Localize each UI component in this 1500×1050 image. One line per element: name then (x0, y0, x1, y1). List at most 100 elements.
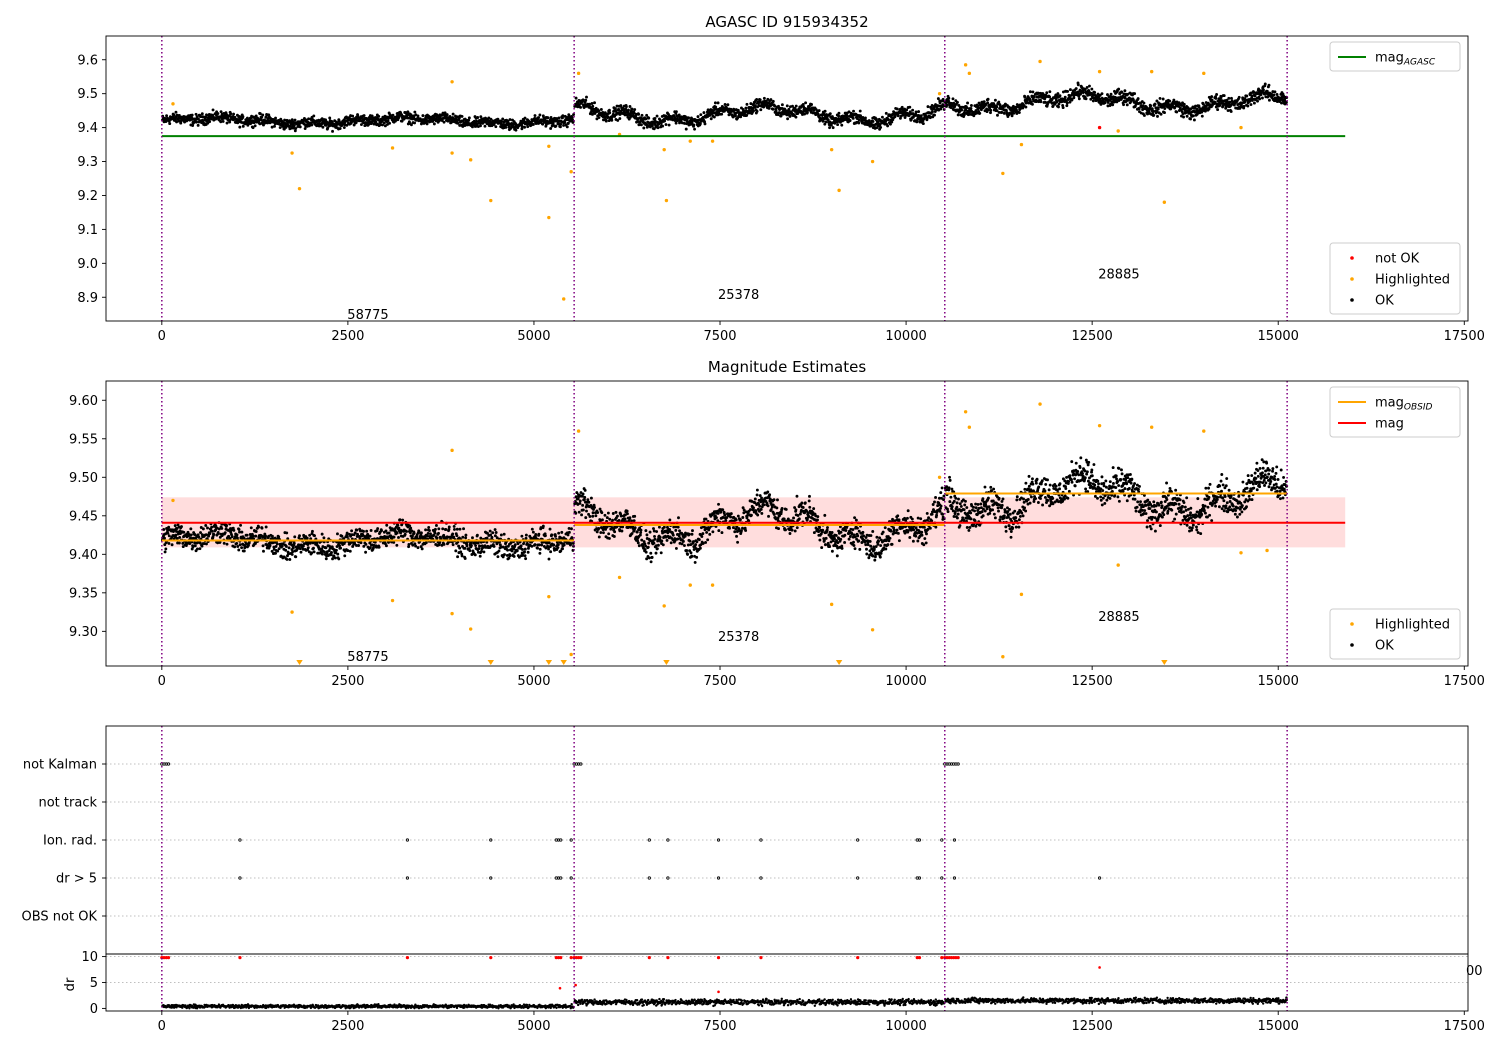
ok-point (503, 553, 506, 556)
ok-point (706, 108, 710, 112)
ok-point (444, 528, 448, 531)
ok-point (264, 534, 268, 538)
legend: magAGASC (1329, 41, 1461, 72)
ok-point (1117, 87, 1121, 91)
ok-point (403, 532, 407, 536)
ok-point (646, 545, 650, 549)
ok-point (368, 534, 372, 538)
ok-point (1065, 104, 1069, 108)
ok-point (653, 116, 657, 120)
ok-point (693, 127, 697, 131)
ok-point (524, 557, 528, 561)
panel-title: Magnitude Estimates (708, 358, 866, 376)
ok-point (270, 125, 274, 129)
ok-point (1185, 114, 1189, 118)
ok-point (921, 122, 925, 126)
ok-point (612, 535, 616, 538)
ok-point (543, 534, 547, 538)
ok-point (382, 121, 386, 125)
ok-point (632, 111, 636, 115)
ok-point (251, 126, 255, 130)
ok-point (526, 550, 530, 554)
y-tick-label: 8.9 (77, 291, 98, 306)
ok-point (1216, 108, 1220, 112)
ok-point (845, 116, 849, 120)
obsid-label: 28885 (1098, 268, 1139, 283)
ok-point (591, 104, 595, 108)
ok-point (395, 531, 399, 535)
ok-point (708, 532, 712, 536)
ok-point (562, 123, 566, 127)
highlighted-point (297, 186, 302, 191)
ok-point (655, 114, 659, 118)
ok-point (1000, 110, 1004, 114)
ok-point (822, 113, 826, 117)
ok-point (409, 526, 413, 530)
ok-point (239, 523, 243, 527)
ok-point (617, 518, 621, 522)
not-ok-point (1097, 125, 1102, 130)
ok-point (637, 544, 641, 548)
ok-point (165, 114, 169, 118)
ok-point (1048, 90, 1052, 94)
ok-point (669, 541, 673, 545)
ok-point (478, 554, 482, 558)
ok-point (531, 530, 535, 534)
highlighted-point (390, 146, 395, 150)
ok-point (1142, 101, 1146, 105)
ok-point (497, 549, 501, 553)
ok-point (843, 111, 847, 115)
ok-point (1011, 104, 1015, 108)
ok-point (355, 528, 359, 532)
ok-point (377, 545, 381, 549)
ok-point (713, 101, 717, 105)
ok-point (661, 543, 665, 547)
ok-point (397, 526, 401, 530)
ok-point (685, 549, 689, 552)
ok-point (686, 552, 690, 556)
ok-point (235, 541, 239, 545)
ok-point (337, 557, 341, 561)
ok-point (611, 512, 615, 515)
ok-point (895, 107, 899, 111)
ok-point (330, 551, 333, 554)
ok-point (726, 103, 730, 107)
ok-point (167, 525, 171, 529)
ok-point (533, 543, 537, 547)
ok-point (645, 557, 649, 561)
ok-point (387, 531, 391, 535)
ok-point (769, 98, 773, 102)
ok-point (659, 551, 663, 555)
ok-point (405, 530, 408, 533)
ok-point (1242, 104, 1246, 108)
ok-point (313, 534, 316, 538)
ok-point (324, 546, 328, 550)
ok-point (229, 112, 233, 116)
ok-point (578, 499, 582, 503)
ok-point (982, 100, 986, 104)
ok-point (492, 544, 496, 548)
ok-point (487, 116, 491, 120)
ok-point (662, 525, 666, 529)
ok-point (601, 111, 605, 114)
y-tick-label: 9.5 (77, 87, 98, 102)
ok-point (905, 108, 909, 112)
ok-point (362, 121, 365, 125)
ok-point (225, 121, 229, 125)
ok-point (1136, 97, 1140, 101)
ok-point (1229, 109, 1233, 113)
ok-point (456, 555, 460, 559)
ok-point (193, 544, 197, 548)
ok-point (911, 108, 915, 112)
ok-point (581, 503, 585, 507)
ok-point (765, 99, 768, 103)
ok-point (1210, 98, 1214, 102)
ok-point (995, 109, 999, 113)
ok-point (614, 510, 618, 514)
ok-point (262, 549, 265, 553)
ok-point (261, 113, 265, 117)
ok-point (424, 541, 428, 545)
ok-point (702, 111, 706, 115)
ok-point (488, 529, 492, 533)
ok-point (1249, 103, 1253, 106)
